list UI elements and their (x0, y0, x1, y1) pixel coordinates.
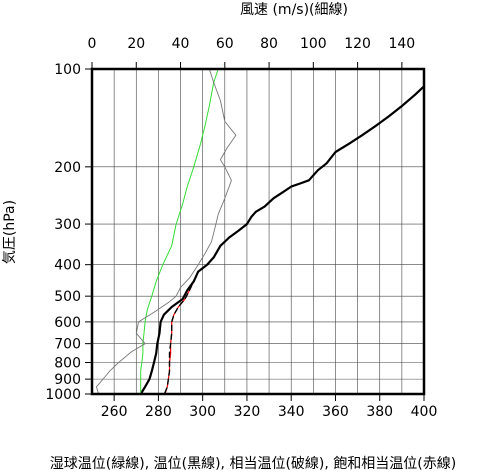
y-tick-label: 400 (54, 258, 81, 274)
y-tick-label: 900 (54, 372, 81, 388)
chart-caption: 湿球温位(緑線), 温位(黒線), 相当温位(破線), 飽和相当温位(赤線) (50, 455, 456, 472)
bottom-tick-label: 360 (322, 404, 349, 420)
y-tick-label: 200 (54, 160, 81, 176)
top-tick-label: 20 (127, 36, 145, 52)
series-line (164, 85, 425, 394)
y-tick-label: 300 (54, 217, 81, 233)
series-line (95, 68, 237, 395)
top-tick-label: 120 (344, 36, 371, 52)
top-tick-label: 80 (260, 36, 278, 52)
top-axis-title: 風速 (m/s)(細線) (240, 2, 348, 18)
top-tick-label: 0 (88, 36, 97, 52)
axis-ticks (85, 62, 425, 401)
y-tick-label: 800 (54, 356, 81, 372)
y-tick-label: 600 (54, 315, 81, 331)
series-line (139, 85, 426, 396)
y-tick-label: 500 (54, 289, 81, 305)
plot-frame (90, 67, 426, 396)
y-tick-label: 1000 (45, 387, 81, 403)
bottom-tick-label: 400 (411, 404, 438, 420)
grid-lines (92, 68, 424, 395)
bottom-tick-label: 260 (101, 404, 128, 420)
top-tick-label: 140 (388, 36, 415, 52)
top-tick-label: 100 (300, 36, 327, 52)
bottom-tick-label: 320 (234, 404, 261, 420)
bottom-tick-label: 380 (366, 404, 393, 420)
y-tick-label: 700 (54, 337, 81, 353)
y-tick-label: 100 (54, 62, 81, 78)
y-axis-title: 気圧(hPa) (2, 200, 18, 264)
top-tick-label: 60 (216, 36, 234, 52)
bottom-tick-label: 280 (145, 404, 172, 420)
bottom-tick-label: 340 (278, 404, 305, 420)
series-lines (95, 68, 426, 396)
top-tick-label: 40 (172, 36, 190, 52)
tick-labels: 260 280 300 320 340 360 380 400 0 20 40 60 80 100 120 1… (45, 36, 437, 420)
bottom-tick-label: 300 (189, 404, 216, 420)
series-line (140, 68, 219, 395)
